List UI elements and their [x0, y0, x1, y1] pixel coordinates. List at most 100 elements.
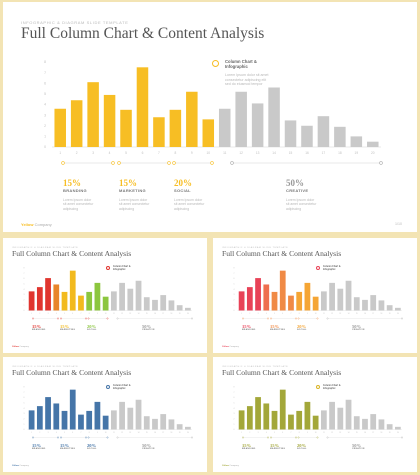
- slide-variant-olive[interactable]: INFOGRAPHIC & DIAGRAM SLIDE TEMPLATE Ful…: [213, 357, 417, 472]
- x-tick-label: 14: [272, 151, 276, 155]
- segment-dot: [295, 317, 297, 320]
- x-tick-label: 6: [282, 313, 283, 315]
- y-tick-label: 1: [24, 305, 25, 307]
- bar: [367, 141, 379, 147]
- y-tick-label: 4: [24, 289, 25, 291]
- segment-dot: [106, 436, 109, 439]
- stat-label: CREATIVE: [286, 188, 309, 193]
- slide-main[interactable]: INFOGRAPHIC & DIAGRAM SLIDE TEMPLATE Ful…: [3, 2, 417, 232]
- bar: [110, 410, 117, 430]
- x-tick-label: 20: [187, 432, 189, 434]
- stat-label: SOCIAL: [297, 329, 307, 331]
- segment-dot: [379, 161, 383, 165]
- bar: [110, 291, 117, 311]
- bar: [279, 270, 286, 311]
- y-tick-label: 0: [24, 429, 25, 431]
- x-tick-label: 13: [256, 151, 260, 155]
- stat-label: MARKETING: [119, 188, 146, 193]
- x-tick-label: 18: [381, 432, 383, 434]
- stat-creative: 50% CREATIVE: [142, 324, 155, 331]
- segment-dot: [270, 317, 272, 320]
- bar: [378, 419, 385, 430]
- segment-dot: [87, 317, 90, 320]
- bar: [86, 291, 93, 311]
- bar: [45, 278, 51, 311]
- x-tick-label: 12: [239, 151, 243, 155]
- bar: [127, 407, 134, 430]
- bar: [353, 416, 360, 430]
- x-tick-label: 3: [258, 432, 259, 434]
- stat-branding: 15% BRANDING: [32, 324, 46, 331]
- stat-label: BRANDING: [242, 329, 256, 331]
- x-tick-label: 7: [158, 151, 160, 155]
- slide-kicker: INFOGRAPHIC & DIAGRAM SLIDE TEMPLATE: [21, 20, 129, 25]
- segment-dot: [401, 317, 403, 320]
- footer-brand: Yellow: [21, 222, 34, 227]
- x-tick-label: 13: [339, 432, 341, 434]
- slide-title: Full Column Chart & Content Analysis: [12, 368, 132, 377]
- stat-percent: 50%: [142, 443, 152, 448]
- bar: [86, 410, 93, 430]
- x-tick-label: 2: [76, 151, 78, 155]
- y-tick-label: 2: [24, 418, 25, 420]
- x-tick-label: 14: [348, 432, 350, 434]
- bar: [186, 91, 198, 147]
- x-tick-label: 12: [121, 313, 123, 315]
- y-tick-label: 0: [44, 145, 46, 149]
- bar: [320, 410, 327, 430]
- legend-title: Column Chart & Infographic: [113, 266, 131, 271]
- footer-logo: Yellow Company: [12, 465, 29, 467]
- bar: [136, 67, 149, 147]
- bar: [102, 415, 109, 430]
- bar: [153, 117, 165, 147]
- bar: [362, 418, 368, 430]
- x-tick-label: 17: [162, 313, 164, 315]
- x-tick-label: 1: [31, 432, 32, 434]
- stat-percent: 20%: [297, 324, 307, 329]
- slide-variant-blue[interactable]: INFOGRAPHIC & DIAGRAM SLIDE TEMPLATE Ful…: [3, 357, 207, 472]
- stat-label: SOCIAL: [297, 448, 307, 450]
- legend-marker-icon: [106, 385, 110, 389]
- bar: [362, 299, 368, 311]
- segment-dot: [32, 317, 34, 320]
- x-tick-label: 5: [64, 432, 65, 434]
- x-tick-label: 19: [179, 432, 181, 434]
- bar: [312, 296, 319, 311]
- footer-logo: Yellow Company: [12, 346, 29, 348]
- x-tick-label: 11: [223, 151, 227, 155]
- x-tick-label: 2: [249, 432, 250, 434]
- segment-dot: [117, 161, 121, 165]
- x-tick-label: 7: [291, 432, 292, 434]
- slide-variant-rainbow[interactable]: INFOGRAPHIC & DIAGRAM SLIDE TEMPLATE Ful…: [3, 238, 207, 353]
- stat-percent: 15%: [60, 443, 70, 448]
- bar: [202, 119, 215, 147]
- bar: [53, 403, 60, 430]
- y-tick-label: 5: [24, 284, 25, 286]
- slide-variant-warm[interactable]: INFOGRAPHIC & DIAGRAM SLIDE TEMPLATE Ful…: [213, 238, 417, 353]
- bar: [176, 424, 183, 430]
- x-tick-label: 10: [105, 432, 107, 434]
- segment-dot: [172, 161, 176, 165]
- bar: [301, 125, 313, 147]
- y-tick-label: 7: [44, 71, 46, 75]
- x-tick-label: 20: [187, 313, 189, 315]
- bar: [45, 397, 51, 430]
- bar: [395, 426, 401, 430]
- x-tick-label: 6: [282, 432, 283, 434]
- stat-percent: 15%: [32, 324, 42, 329]
- y-tick-label: 0: [234, 429, 235, 431]
- segment-dot: [326, 317, 329, 320]
- x-tick-label: 16: [154, 313, 156, 315]
- bar: [378, 300, 385, 311]
- segment-dot: [85, 436, 87, 439]
- stat-social: 20% SOCIAL: [297, 324, 307, 331]
- stat-label: MARKETING: [270, 329, 286, 331]
- y-tick-label: 8: [234, 268, 235, 270]
- bar: [271, 291, 278, 311]
- x-tick-label: 3: [48, 432, 49, 434]
- bar: [255, 278, 261, 311]
- footer-brand: Yellow: [222, 346, 229, 348]
